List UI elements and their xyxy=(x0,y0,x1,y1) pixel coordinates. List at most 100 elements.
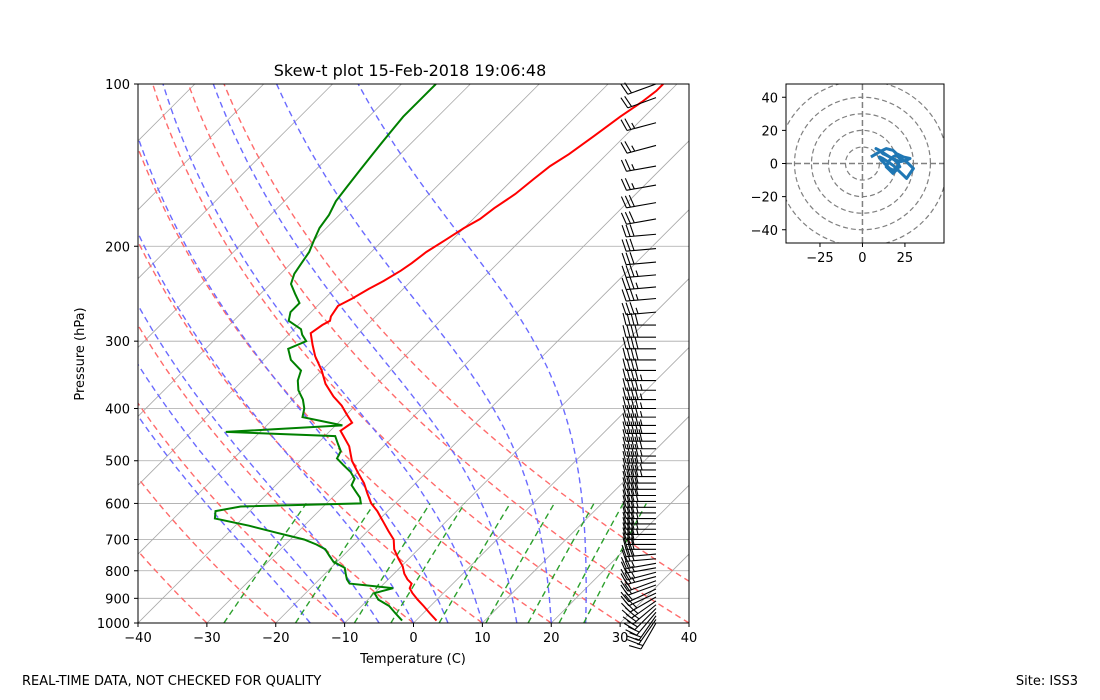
wind-barb-feather xyxy=(629,264,635,277)
wind-barb-feather xyxy=(622,404,627,418)
wind-barb-feather xyxy=(625,288,631,301)
y-tick-label: 400 xyxy=(105,403,130,418)
wind-barb-shaft xyxy=(626,567,657,574)
wind-barb-feather xyxy=(624,583,633,595)
wind-barb xyxy=(620,592,657,607)
wind-barb-feather xyxy=(626,443,631,457)
wind-barb-feather xyxy=(622,464,627,477)
mixing-ratio-line xyxy=(223,502,307,623)
hodo-x-tick-label: 25 xyxy=(897,251,914,266)
wind-barb-feather xyxy=(621,239,627,252)
x-tick-label: 30 xyxy=(612,631,629,646)
temperature-profile xyxy=(309,84,664,622)
hodograph-panel: −25 0 25 −40 −20 0 20 40 xyxy=(751,83,945,266)
skewt-xlabel: Temperature (C) xyxy=(359,652,466,667)
x-tick-label: 0 xyxy=(409,631,417,646)
mixing-ratio-line xyxy=(294,503,375,623)
wind-barb-feather xyxy=(621,289,627,302)
wind-barb-shaft xyxy=(626,233,657,238)
wind-barb-feather xyxy=(630,404,635,418)
wind-barb-feather xyxy=(621,602,631,613)
wind-barb-feather xyxy=(622,396,627,409)
wind-barb-feather xyxy=(630,358,635,371)
hodo-x-tick-label: 0 xyxy=(858,251,866,266)
wind-barb-feather xyxy=(622,443,627,457)
wind-barb-feather xyxy=(625,277,631,290)
wind-barb-feather xyxy=(625,629,637,636)
wind-barb xyxy=(622,457,656,471)
wind-barb-half-feather xyxy=(631,183,635,190)
dry-adiabat-line xyxy=(223,84,689,583)
wind-barb-feather xyxy=(630,429,635,442)
isotherm-line xyxy=(138,84,540,486)
wind-barb-feather xyxy=(626,396,631,409)
wind-barb-feather xyxy=(634,450,639,464)
wind-barb-feather xyxy=(622,457,627,471)
moist-adiabat-line xyxy=(275,84,552,623)
wind-barb-shaft xyxy=(626,165,657,172)
wind-barb-feather xyxy=(620,584,629,596)
wind-barb xyxy=(622,443,656,457)
wind-barb-feather xyxy=(622,470,627,484)
wind-barb-feather xyxy=(634,325,639,338)
wind-barb-feather xyxy=(622,312,627,326)
wind-barb-feather xyxy=(630,517,635,530)
dry-adiabat-line xyxy=(138,323,414,623)
wind-barb-feather xyxy=(630,450,635,464)
wind-barb-feather xyxy=(622,436,627,449)
wind-barb-half-feather xyxy=(635,270,639,277)
wind-barb-feather xyxy=(630,457,635,471)
wind-barb-feather xyxy=(629,277,635,290)
wind-barb-shaft xyxy=(626,184,657,191)
wind-barb-half-feather xyxy=(635,512,639,519)
wind-barb xyxy=(622,429,656,442)
wind-barb-feather xyxy=(621,544,627,557)
wind-barb-feather xyxy=(626,404,631,418)
wind-barb-feather xyxy=(622,429,627,442)
wind-barb-feather xyxy=(622,500,627,514)
wind-barb xyxy=(622,404,656,418)
wind-barb-shaft xyxy=(626,576,657,585)
y-tick-label: 500 xyxy=(105,455,130,470)
wind-barb-feather xyxy=(621,549,627,562)
hodograph-line xyxy=(870,147,915,180)
wind-barb-feather xyxy=(625,252,631,265)
sounding-profiles xyxy=(213,84,664,622)
wind-barb-feather xyxy=(638,436,643,449)
isotherm-line xyxy=(138,84,333,280)
moist-adiabats xyxy=(138,84,587,623)
wind-barb-shaft xyxy=(626,202,657,209)
wind-barb-shaft xyxy=(629,596,657,613)
wind-barb-feather xyxy=(620,212,627,225)
isotherm-line xyxy=(138,84,265,211)
moist-adiabat-line xyxy=(138,231,415,623)
wind-barb-feather xyxy=(622,511,627,525)
wind-barb-feather xyxy=(621,277,627,290)
wind-barb xyxy=(622,387,656,401)
wind-barb-half-feather xyxy=(631,565,635,572)
hodo-x-tick-label: −25 xyxy=(806,251,833,266)
wind-barb xyxy=(620,211,657,225)
wind-barb-feather xyxy=(624,560,631,573)
skewt-title: Skew-t plot 15-Feb-2018 19:06:48 xyxy=(274,61,547,80)
wind-barb-half-feather xyxy=(639,419,643,426)
wind-barb-shaft xyxy=(626,274,657,279)
wind-barb xyxy=(620,583,657,596)
wind-barb-feather xyxy=(634,312,639,326)
wind-barb-feather xyxy=(621,302,627,315)
wind-barb xyxy=(620,159,657,172)
wind-barb-feather xyxy=(621,609,632,619)
wind-barb-feather xyxy=(620,142,628,154)
wind-barbs xyxy=(620,82,657,650)
wind-barb-feather xyxy=(620,591,630,603)
y-tick-label: 700 xyxy=(105,534,130,549)
wind-barb-feather xyxy=(626,413,631,426)
wind-barb-shaft xyxy=(626,218,657,225)
wind-barb-feather xyxy=(629,544,635,557)
isotherm-line xyxy=(138,84,609,555)
wind-barb-feather xyxy=(622,477,627,490)
x-tick-label: −40 xyxy=(124,631,151,646)
wind-barb-feather xyxy=(620,580,629,592)
x-tick-label: 40 xyxy=(681,631,698,646)
wind-barb-feather xyxy=(626,421,631,434)
